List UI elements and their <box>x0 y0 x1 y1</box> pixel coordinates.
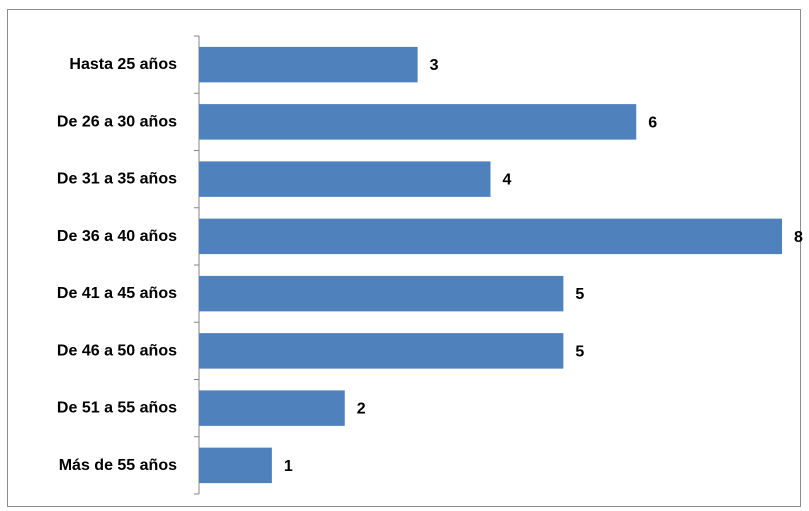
bar <box>199 46 418 83</box>
data-label: 8 <box>794 229 803 246</box>
category-label: De 46 a 50 años <box>57 342 177 359</box>
category-labels: Hasta 25 años De 26 a 30 años De 31 a 35 a… <box>57 56 177 474</box>
data-label: 4 <box>503 172 512 189</box>
data-label: 1 <box>284 458 293 475</box>
chart-frame <box>7 9 801 507</box>
category-label: De 36 a 40 años <box>57 228 177 245</box>
data-label: 5 <box>575 286 584 303</box>
category-label: De 31 a 35 años <box>57 171 177 188</box>
data-label: 2 <box>357 401 366 418</box>
category-label: Hasta 25 años <box>69 56 177 73</box>
data-label: 6 <box>648 114 657 131</box>
category-label: De 26 a 30 años <box>57 113 177 130</box>
bar <box>199 447 272 484</box>
data-label: 3 <box>430 57 439 74</box>
bar <box>199 275 564 312</box>
bar <box>199 390 345 426</box>
category-label: De 51 a 55 años <box>57 400 177 417</box>
data-labels: 3 6 4 8 5 5 2 1 <box>284 57 803 475</box>
category-label: De 41 a 45 años <box>57 285 177 302</box>
y-axis-ticks <box>194 35 199 495</box>
category-label: Más de 55 años <box>59 457 177 474</box>
bar <box>199 218 782 255</box>
bars <box>199 46 782 484</box>
bar <box>199 333 564 369</box>
data-label: 5 <box>575 343 584 360</box>
bar <box>199 104 637 140</box>
bar <box>199 161 491 197</box>
